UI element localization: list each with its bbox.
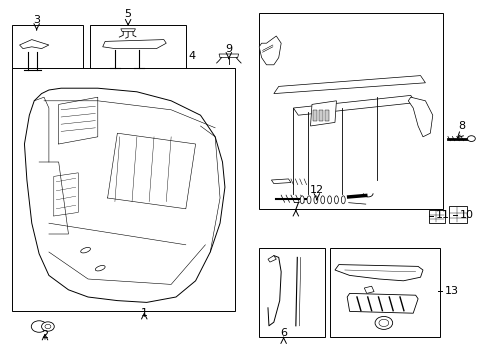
Polygon shape bbox=[273, 76, 425, 94]
Ellipse shape bbox=[320, 196, 324, 204]
Text: 6: 6 bbox=[280, 328, 286, 338]
Text: 1: 1 bbox=[141, 307, 147, 318]
Bar bbox=[428, 210, 444, 223]
Ellipse shape bbox=[341, 196, 345, 204]
Bar bbox=[90, 25, 185, 95]
Text: 5: 5 bbox=[124, 9, 131, 19]
Ellipse shape bbox=[95, 265, 105, 271]
Ellipse shape bbox=[300, 196, 304, 204]
Text: 2: 2 bbox=[41, 330, 48, 340]
Text: 13: 13 bbox=[444, 286, 458, 296]
Polygon shape bbox=[318, 110, 322, 121]
Circle shape bbox=[41, 322, 54, 331]
Polygon shape bbox=[102, 40, 166, 49]
Polygon shape bbox=[259, 36, 281, 65]
Text: 9: 9 bbox=[225, 44, 232, 54]
Ellipse shape bbox=[313, 196, 317, 204]
Polygon shape bbox=[121, 29, 135, 32]
Polygon shape bbox=[310, 101, 336, 126]
Text: 7: 7 bbox=[292, 202, 299, 212]
Bar bbox=[12, 25, 83, 95]
Text: 12: 12 bbox=[309, 185, 323, 195]
Circle shape bbox=[45, 324, 51, 329]
Text: 10: 10 bbox=[459, 210, 473, 220]
Polygon shape bbox=[312, 110, 316, 121]
Text: 3: 3 bbox=[33, 15, 40, 25]
Ellipse shape bbox=[306, 196, 310, 204]
Polygon shape bbox=[324, 110, 328, 121]
Circle shape bbox=[374, 316, 392, 329]
Text: 8: 8 bbox=[458, 121, 465, 131]
Polygon shape bbox=[219, 54, 238, 58]
Ellipse shape bbox=[327, 196, 331, 204]
Circle shape bbox=[378, 319, 388, 327]
Bar bbox=[448, 206, 467, 223]
Circle shape bbox=[31, 321, 47, 332]
Text: 11: 11 bbox=[435, 210, 449, 220]
Polygon shape bbox=[407, 97, 432, 137]
Bar bbox=[259, 13, 442, 209]
Ellipse shape bbox=[334, 196, 338, 204]
Bar bbox=[329, 248, 439, 337]
Polygon shape bbox=[267, 256, 276, 262]
Text: 4: 4 bbox=[188, 51, 195, 61]
Ellipse shape bbox=[81, 247, 90, 253]
Polygon shape bbox=[334, 265, 422, 281]
Polygon shape bbox=[271, 179, 290, 184]
Polygon shape bbox=[346, 293, 417, 313]
Circle shape bbox=[467, 136, 474, 141]
Bar bbox=[259, 248, 325, 337]
Polygon shape bbox=[364, 286, 373, 293]
Polygon shape bbox=[20, 40, 49, 49]
Bar bbox=[12, 68, 234, 311]
Polygon shape bbox=[293, 95, 415, 115]
Polygon shape bbox=[24, 88, 224, 302]
